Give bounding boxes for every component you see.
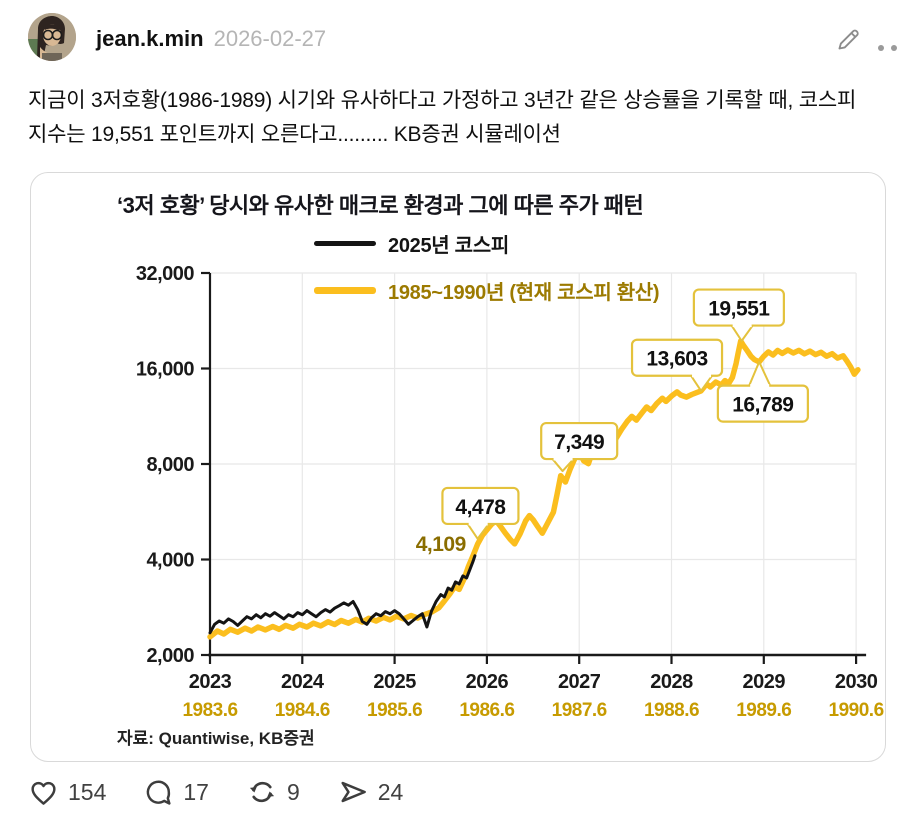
ellipsis-icon <box>891 45 897 51</box>
svg-text:1983.6: 1983.6 <box>182 700 237 721</box>
svg-text:2024: 2024 <box>281 671 325 693</box>
svg-text:1989.6: 1989.6 <box>736 700 791 721</box>
svg-text:2028: 2028 <box>650 671 693 693</box>
svg-text:2025: 2025 <box>373 671 416 693</box>
comment-icon <box>147 780 171 805</box>
chart-area: 32,000 16,000 8,000 4,000 2,000 2023 1983.6 202… <box>31 213 885 722</box>
legend-label: 2025년 코스피 <box>388 234 509 257</box>
legend-label: 1985~1990년 (현재 코스피 환산) <box>388 281 660 304</box>
svg-text:1990.6: 1990.6 <box>829 700 884 721</box>
chart-source: 자료: Quantiwise, KB증권 <box>117 729 315 748</box>
svg-text:4,109: 4,109 <box>416 533 466 556</box>
chart-card[interactable]: ‘3저 호황’ 당시와 유사한 매크로 환경과 그에 따른 주가 패턴 32,0… <box>30 172 886 762</box>
svg-text:2030: 2030 <box>835 671 878 693</box>
share-button[interactable]: 24 <box>337 776 404 808</box>
action-bar: 154 17 9 24 <box>28 776 403 808</box>
repost-button[interactable]: 9 <box>246 776 300 808</box>
svg-text:1986.6: 1986.6 <box>459 700 514 721</box>
share-icon <box>341 781 366 803</box>
svg-text:2027: 2027 <box>558 671 601 693</box>
comment-count: 17 <box>183 778 209 805</box>
svg-text:32,000: 32,000 <box>136 263 195 285</box>
svg-text:16,789: 16,789 <box>732 394 793 417</box>
like-count: 154 <box>68 778 107 805</box>
repost-icon <box>249 781 275 803</box>
chart-title: ‘3저 호황’ 당시와 유사한 매크로 환경과 그에 따른 주가 패턴 <box>117 193 644 218</box>
edit-button[interactable] <box>836 26 862 52</box>
svg-text:2023: 2023 <box>189 671 232 693</box>
chart-legend: 2025년 코스피 1985~1990년 (현재 코스피 환산) <box>314 229 660 323</box>
ellipsis-icon <box>878 45 884 51</box>
chart-plot: 32,000 16,000 8,000 4,000 2,000 2023 1983.6 202… <box>136 263 884 721</box>
svg-text:16,000: 16,000 <box>136 359 195 381</box>
svg-text:1988.6: 1988.6 <box>644 700 699 721</box>
post-header: jean.k.min 2026-02-27 <box>0 0 900 74</box>
svg-text:1985.6: 1985.6 <box>367 700 422 721</box>
heart-icon <box>31 781 56 805</box>
svg-text:8,000: 8,000 <box>146 454 194 476</box>
svg-text:19,551: 19,551 <box>708 298 770 321</box>
post-date: 2026-02-27 <box>213 26 327 51</box>
comment-button[interactable]: 17 <box>143 777 209 808</box>
svg-text:13,603: 13,603 <box>646 348 707 371</box>
more-menu-button[interactable] <box>878 38 900 51</box>
legend-swatch-black-line <box>314 240 376 246</box>
avatar[interactable] <box>28 13 76 61</box>
svg-text:1984.6: 1984.6 <box>275 700 330 721</box>
legend-item-kospi-2025: 2025년 코스피 <box>314 229 659 257</box>
svg-text:4,478: 4,478 <box>455 496 506 519</box>
svg-text:2,000: 2,000 <box>146 645 194 667</box>
svg-text:2026: 2026 <box>466 671 509 693</box>
post-body-text: 지금이 3저호황(1986-1989) 시기와 유사하다고 가정하고 3년간 같… <box>28 89 857 147</box>
pencil-icon <box>838 29 859 50</box>
svg-text:4,000: 4,000 <box>146 550 194 572</box>
svg-text:1987.6: 1987.6 <box>552 700 607 721</box>
avatar-image <box>28 13 76 61</box>
share-count: 24 <box>377 778 404 805</box>
like-button[interactable]: 154 <box>28 777 106 808</box>
username[interactable]: jean.k.min <box>96 26 204 51</box>
svg-text:7,349: 7,349 <box>554 431 604 454</box>
legend-swatch-yellow-line <box>314 286 376 294</box>
legend-item-1985-1990: 1985~1990년 (현재 코스피 환산) <box>314 276 660 304</box>
repost-count: 9 <box>286 778 300 805</box>
svg-text:2029: 2029 <box>743 671 786 693</box>
